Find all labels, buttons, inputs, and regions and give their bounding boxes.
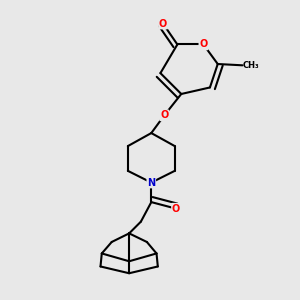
Text: O: O <box>159 19 167 28</box>
Text: O: O <box>199 40 208 50</box>
Text: N: N <box>147 178 155 188</box>
Text: CH₃: CH₃ <box>242 61 259 70</box>
Text: O: O <box>172 204 180 214</box>
Text: O: O <box>160 110 169 120</box>
